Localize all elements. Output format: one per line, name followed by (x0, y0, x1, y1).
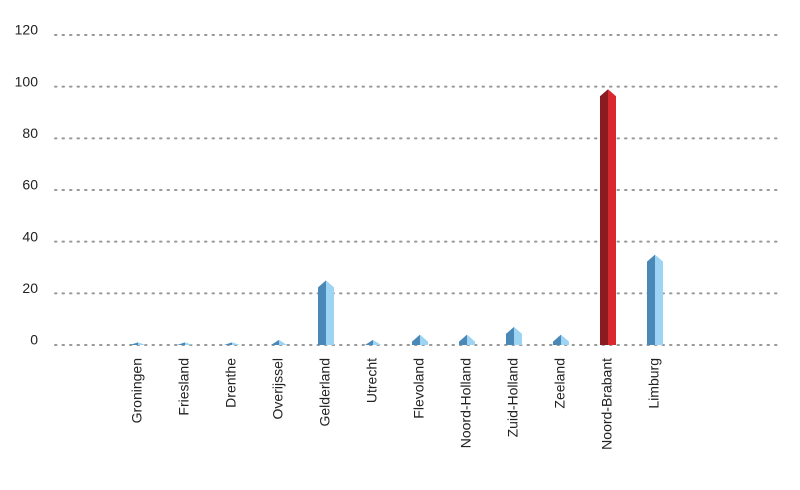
y-tick-label: 40 (22, 228, 38, 244)
bar (318, 280, 334, 345)
bar-side (177, 342, 185, 345)
bar (506, 326, 522, 345)
x-tick-label: Gelderland (317, 358, 333, 427)
x-tick-label: Zuid-Holland (505, 358, 521, 437)
bar-side (365, 339, 373, 345)
bar (224, 342, 240, 345)
x-tick-label: Flevoland (411, 358, 427, 419)
bar (177, 342, 193, 345)
bar-face (138, 342, 146, 345)
bar-face (467, 334, 475, 345)
bar-face (420, 334, 428, 345)
bar-side (130, 342, 138, 345)
x-tick-label: Groningen (129, 358, 145, 423)
bar-side (553, 334, 561, 345)
bar-face (561, 334, 569, 345)
y-tick-label: 80 (22, 125, 38, 141)
x-tick-label: Drenthe (223, 358, 239, 408)
y-tick-label: 60 (22, 177, 38, 193)
x-tick-label: Noord-Holland (458, 358, 474, 448)
y-tick-label: 100 (15, 73, 39, 89)
x-tick-label: Zeeland (552, 358, 568, 409)
bar (647, 254, 663, 345)
x-tick-label: Limburg (646, 358, 662, 409)
bar-face (514, 326, 522, 345)
bar-face (608, 89, 616, 345)
bar-face (232, 342, 240, 345)
y-tick-label: 0 (30, 332, 38, 348)
bar-side (318, 280, 326, 345)
bar-side (412, 334, 420, 345)
bar-face (655, 254, 663, 345)
bar-side (224, 342, 232, 345)
bar-side (600, 89, 608, 345)
bar (365, 339, 381, 345)
bar-side (271, 339, 279, 345)
bar (600, 89, 616, 345)
bar-face (373, 339, 381, 345)
x-tick-label: Overijssel (270, 358, 286, 419)
bar-side (459, 334, 467, 345)
bar (553, 334, 569, 345)
bar (271, 339, 287, 345)
bar (412, 334, 428, 345)
bar-face (279, 339, 287, 345)
x-tick-label: Noord-Brabant (599, 358, 615, 450)
bar-side (647, 254, 655, 345)
bar (130, 342, 146, 345)
bar (459, 334, 475, 345)
y-tick-label: 20 (22, 280, 38, 296)
bar-side (506, 326, 514, 345)
x-tick-label: Friesland (176, 358, 192, 416)
x-tick-label: Utrecht (364, 358, 380, 403)
bar-face (185, 342, 193, 345)
bar-face (326, 280, 334, 345)
y-tick-label: 120 (15, 22, 39, 38)
